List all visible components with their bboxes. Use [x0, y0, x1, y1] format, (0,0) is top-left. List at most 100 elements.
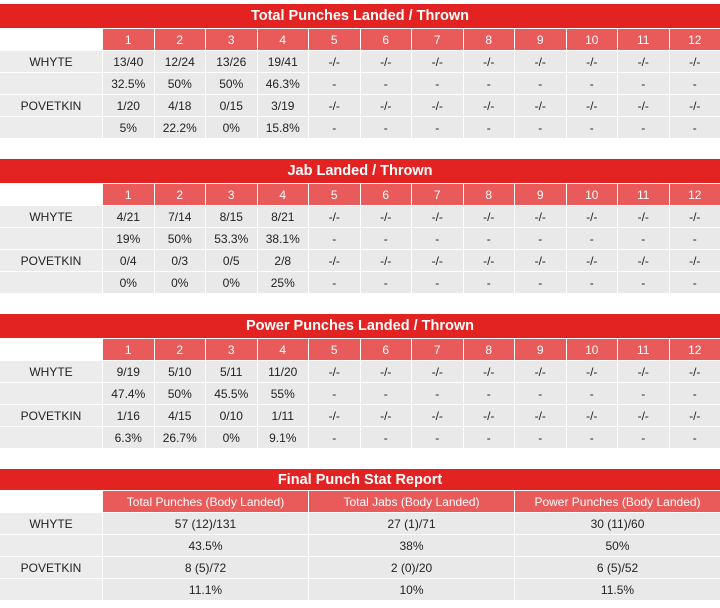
round-header: 8: [463, 184, 514, 205]
stat-cell: 50%: [154, 228, 205, 249]
stat-cell: 7/14: [154, 206, 205, 227]
fighter-name: WHYTE: [0, 513, 102, 534]
stat-cell: -: [412, 272, 463, 293]
round-header: 4: [257, 29, 308, 50]
stat-cell: -/-: [360, 95, 411, 116]
stat-cell: 50%: [154, 383, 205, 404]
round-header: 5: [309, 29, 360, 50]
round-header: 2: [154, 184, 205, 205]
stat-cell: -: [618, 73, 669, 94]
stat-cell: -/-: [309, 51, 360, 72]
stat-cell: -: [360, 383, 411, 404]
stat-cell: -: [566, 383, 617, 404]
stat-cell: -: [566, 427, 617, 448]
round-header: 9: [515, 29, 566, 50]
stat-cell: 11.1%: [103, 579, 308, 600]
stat-cell: -: [360, 427, 411, 448]
stat-cell: -/-: [412, 250, 463, 271]
stat-cell: -/-: [566, 250, 617, 271]
stat-cell: -/-: [412, 51, 463, 72]
stat-cell: -: [669, 228, 720, 249]
stat-cell: 6.3%: [103, 427, 154, 448]
stat-cell: 0%: [206, 427, 257, 448]
round-header: 2: [154, 339, 205, 360]
stat-cell: -/-: [515, 361, 566, 382]
round-header: 5: [309, 339, 360, 360]
fighter-name: [0, 535, 102, 556]
stat-cell: -/-: [360, 250, 411, 271]
stat-cell: 8/21: [257, 206, 308, 227]
stat-cell: -: [669, 272, 720, 293]
round-header: 4: [257, 339, 308, 360]
stat-cell: -/-: [669, 405, 720, 426]
table-row: POVETKIN 1/16 4/15 0/10 1/11 -/- -/- -/- -/- -/- -…: [0, 405, 720, 426]
table-row: 19% 50% 53.3% 38.1% - - - - - - - -: [0, 228, 720, 249]
stat-cell: -: [360, 272, 411, 293]
stat-cell: 50%: [154, 73, 205, 94]
stat-cell: 4/15: [154, 405, 205, 426]
table-row: WHYTE 57 (12)/131 27 (1)/71 30 (11)/60: [0, 513, 720, 534]
round-header: 12: [669, 184, 720, 205]
stat-cell: -/-: [566, 361, 617, 382]
stat-cell: 2/8: [257, 250, 308, 271]
table-row: POVETKIN 8 (5)/72 2 (0)/20 6 (5)/52: [0, 557, 720, 578]
table-row: 0% 0% 0% 25% - - - - - - - -: [0, 272, 720, 293]
round-header: 10: [566, 184, 617, 205]
stat-cell: -: [412, 117, 463, 138]
stat-cell: -: [360, 117, 411, 138]
stat-cell: -/-: [669, 250, 720, 271]
stat-cell: -: [515, 73, 566, 94]
stat-cell: 32.5%: [103, 73, 154, 94]
stat-cell: -: [463, 383, 514, 404]
stat-cell: -: [360, 73, 411, 94]
stat-cell: -/-: [463, 361, 514, 382]
stat-cell: -: [309, 383, 360, 404]
round-header: 2: [154, 29, 205, 50]
table-title: Final Punch Stat Report: [0, 469, 720, 490]
stat-cell: -/-: [618, 51, 669, 72]
stat-cell: -: [309, 272, 360, 293]
stat-cell: -: [515, 383, 566, 404]
stat-cell: 9/19: [103, 361, 154, 382]
stat-cell: -/-: [360, 405, 411, 426]
stat-cell: -/-: [515, 405, 566, 426]
stat-cell: -/-: [618, 405, 669, 426]
stat-cell: -: [412, 228, 463, 249]
stat-cell: -: [515, 427, 566, 448]
table-title: Jab Landed / Thrown: [0, 159, 720, 183]
stat-cell: -/-: [669, 95, 720, 116]
final-report-table: Final Punch Stat Report Total Punches (Bo…: [0, 468, 720, 601]
fighter-name: [0, 73, 102, 94]
stat-cell: 45.5%: [206, 383, 257, 404]
stat-cell: 0/10: [206, 405, 257, 426]
stat-cell: -/-: [412, 95, 463, 116]
stat-cell: 0/3: [154, 250, 205, 271]
stat-cell: 43.5%: [103, 535, 308, 556]
stat-cell: -/-: [463, 51, 514, 72]
stat-cell: 1/16: [103, 405, 154, 426]
stat-cell: -/-: [412, 405, 463, 426]
stat-cell: 0/5: [206, 250, 257, 271]
stat-cell: -/-: [309, 206, 360, 227]
stat-cell: 8/15: [206, 206, 257, 227]
stat-cell: -: [515, 272, 566, 293]
stat-cell: -/-: [360, 361, 411, 382]
fighter-name: POVETKIN: [0, 557, 102, 578]
stat-cell: -/-: [618, 206, 669, 227]
stat-cell: 4/21: [103, 206, 154, 227]
stat-cell: -/-: [515, 206, 566, 227]
fighter-name: WHYTE: [0, 206, 102, 227]
round-header: 3: [206, 184, 257, 205]
stat-cell: -/-: [463, 206, 514, 227]
round-header: 11: [618, 339, 669, 360]
round-header: 9: [515, 184, 566, 205]
table-row: WHYTE 4/21 7/14 8/15 8/21 -/- -/- -/- -/- -/- -/- -…: [0, 206, 720, 227]
table-row: 47.4% 50% 45.5% 55% - - - - - - - -: [0, 383, 720, 404]
fighter-name: [0, 579, 102, 600]
round-header: 3: [206, 339, 257, 360]
stat-cell: 0/4: [103, 250, 154, 271]
round-header: 7: [412, 339, 463, 360]
stat-cell: -: [618, 383, 669, 404]
stat-cell: -: [309, 427, 360, 448]
round-header: 6: [360, 29, 411, 50]
